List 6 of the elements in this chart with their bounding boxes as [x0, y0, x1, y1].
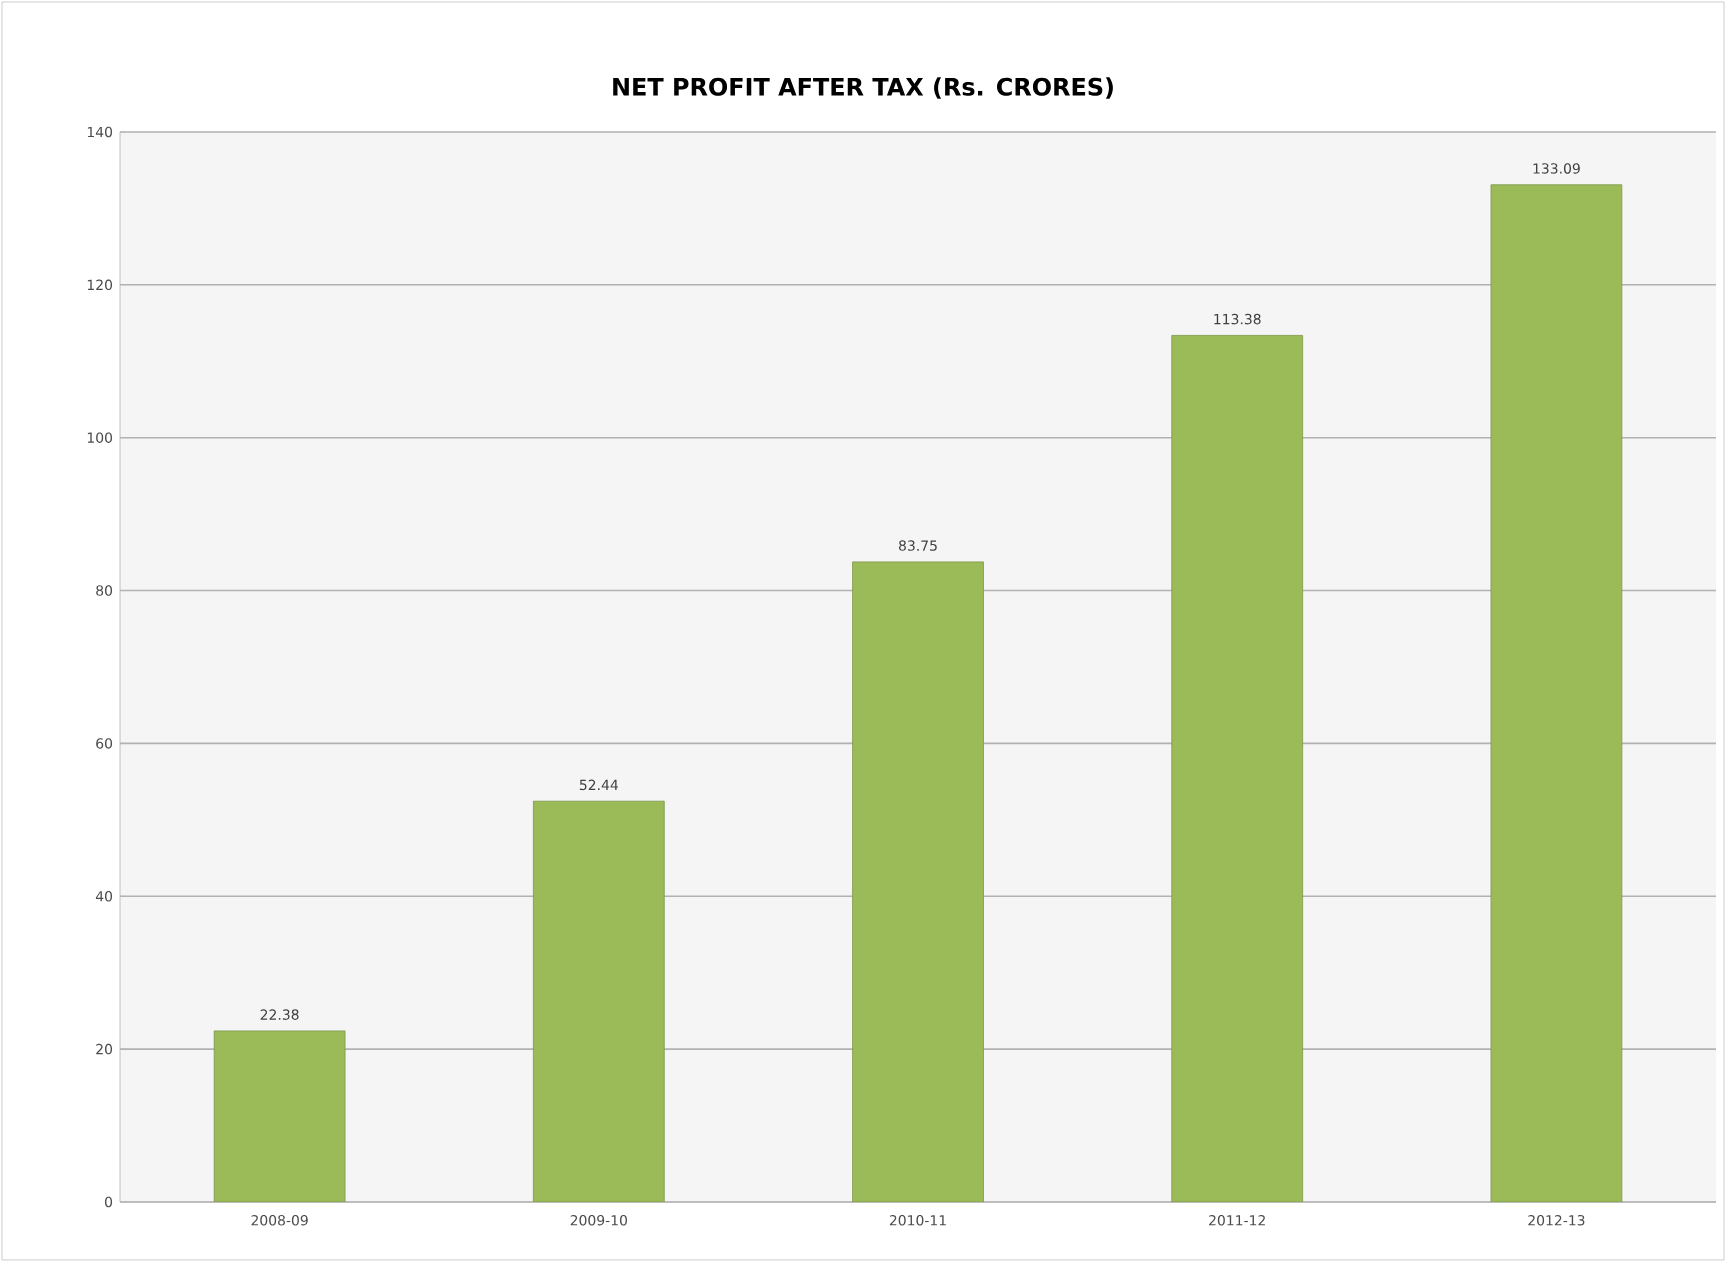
bar [532, 800, 665, 1202]
chart-title: NET PROFIT AFTER TAX (Rs. CRORES) [613, 77, 1113, 99]
bar [213, 1030, 346, 1202]
bar [1171, 335, 1304, 1202]
bar [852, 561, 984, 1202]
bar [1490, 184, 1623, 1202]
